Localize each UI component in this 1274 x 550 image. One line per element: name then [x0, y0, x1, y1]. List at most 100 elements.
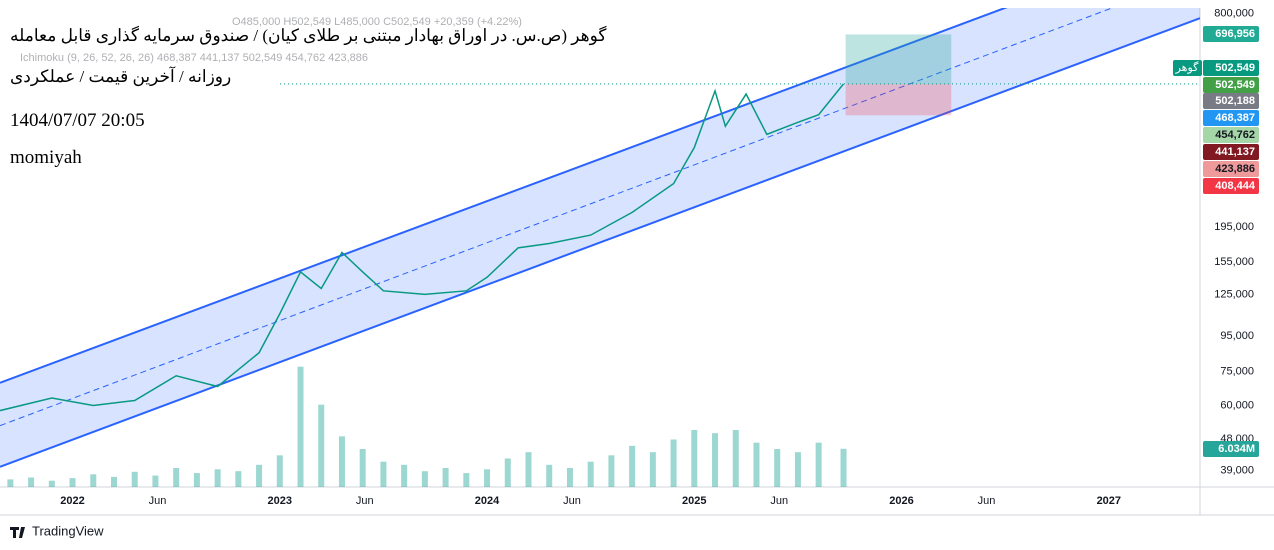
volume-bar	[28, 477, 35, 487]
price-line	[0, 83, 845, 412]
indicator-legend: Ichimoku (9, 26, 52, 26, 26) 468,387 441…	[20, 52, 368, 64]
volume-bar	[256, 464, 263, 487]
channel-lower	[0, 17, 1200, 468]
x-tick-label: 2026	[889, 495, 913, 507]
price-tag-bg	[1203, 161, 1259, 177]
volume-bar	[401, 464, 408, 487]
y-tick-label: 39,000	[1220, 465, 1254, 477]
volume-bar	[131, 471, 138, 487]
volume-bar	[235, 471, 242, 487]
x-tick-label: Jun	[770, 495, 788, 507]
y-tick-label: 800,000	[1214, 7, 1254, 19]
channel-middle	[0, 8, 1114, 427]
x-tick-label: Jun	[978, 495, 996, 507]
volume-bar	[359, 449, 366, 487]
volume-bar	[840, 448, 847, 487]
price-tag-bg	[1203, 127, 1259, 143]
volume-bar	[173, 468, 180, 487]
volume-bar	[712, 433, 719, 487]
volume-tag: 6.034M	[1218, 443, 1255, 455]
y-tick-label: 125,000	[1214, 288, 1254, 300]
x-tick-label: 2022	[60, 495, 84, 507]
volume-bar	[442, 468, 449, 487]
volume-bar	[794, 452, 801, 487]
volume-bar	[214, 469, 221, 487]
x-tick-label: Jun	[563, 495, 581, 507]
volume-bar	[753, 442, 760, 487]
volume-bar	[110, 476, 117, 487]
volume-bar	[629, 445, 636, 487]
x-tick-label: Jun	[149, 495, 167, 507]
x-tick-label: 2025	[682, 495, 706, 507]
channel-fill	[0, 8, 1200, 467]
volume-bar	[691, 430, 698, 487]
volume-bar	[587, 461, 594, 487]
price-tag: 502,549	[1215, 62, 1255, 74]
price-tag-bg	[1203, 144, 1259, 160]
x-tick-label: 2024	[475, 495, 500, 507]
x-tick-label: Jun	[356, 495, 374, 507]
ohlc-legend: O485,000 H502,549 L485,000 C502,549 +20,…	[232, 16, 522, 28]
volume-bar	[608, 455, 615, 487]
volume-bar	[774, 449, 781, 487]
volume-bar	[546, 464, 553, 487]
volume-bar	[380, 461, 387, 487]
price-tag-bg	[1203, 60, 1259, 76]
volume-bar	[318, 404, 325, 487]
axes: 800,000 195,000 155,000 125,000 95,000 75,000…	[60, 7, 1259, 507]
volume-bar	[193, 473, 200, 487]
symbol-tag-bg	[1173, 60, 1202, 76]
y-tick-label: 155,000	[1214, 256, 1254, 268]
volume-bar	[152, 475, 159, 487]
price-tag-bg	[1203, 26, 1259, 42]
y-tick-label: 60,000	[1220, 399, 1254, 411]
y-tick-label: 195,000	[1214, 221, 1254, 233]
position-stop	[845, 83, 952, 116]
volume-bar	[566, 468, 573, 487]
volume-bar	[649, 452, 656, 487]
symbol-tag: گوهر	[1175, 61, 1200, 74]
price-tag: 696,956	[1215, 28, 1255, 40]
volume-bar	[338, 436, 345, 487]
price-tag: 441,137	[1215, 146, 1255, 158]
volume-bar	[525, 452, 532, 487]
x-tick-label: 2027	[1097, 495, 1121, 507]
chart-title: گوهر (ص.س. در اوراق بهادار مبتنی بر طلای…	[10, 26, 607, 45]
position-target	[845, 34, 952, 84]
volume-bar	[7, 479, 14, 487]
volume-bar	[421, 471, 428, 487]
price-tag: 423,886	[1215, 163, 1255, 175]
price-tag: 408,444	[1215, 180, 1256, 192]
volume-bar	[484, 469, 491, 487]
volume-bar	[463, 473, 470, 487]
volume-bar	[69, 478, 76, 487]
price-tag-bg	[1203, 178, 1259, 194]
volume-bar	[90, 474, 97, 487]
price-tag-bg	[1203, 110, 1259, 126]
volume-bar	[732, 430, 739, 487]
author: momiyah	[10, 147, 82, 168]
y-tick-label: 95,000	[1220, 330, 1254, 342]
price-tag: 502,188	[1215, 95, 1255, 107]
price-tag: 502,549	[1215, 79, 1255, 91]
brand-logo	[10, 527, 25, 538]
brand: TradingView	[32, 523, 104, 538]
y-tick-label: 75,000	[1220, 366, 1254, 378]
volume-bar	[504, 458, 511, 487]
chart-subtitle: روزانه / آخرین قیمت / عملکردی	[10, 67, 232, 86]
x-tick-label: 2023	[268, 495, 292, 507]
price-tag: 454,762	[1215, 129, 1255, 141]
plot-area	[0, 8, 1200, 487]
volume-bar	[297, 366, 304, 487]
volume-bar	[815, 442, 822, 487]
price-tag-bg	[1203, 77, 1259, 93]
channel-upper	[0, 8, 1008, 384]
price-tag-bg	[1203, 93, 1259, 109]
timestamp: 1404/07/07 20:05	[10, 110, 145, 131]
volume-bar	[276, 455, 283, 487]
price-tag: 468,387	[1215, 112, 1255, 124]
volume-tag-bg	[1203, 441, 1259, 457]
